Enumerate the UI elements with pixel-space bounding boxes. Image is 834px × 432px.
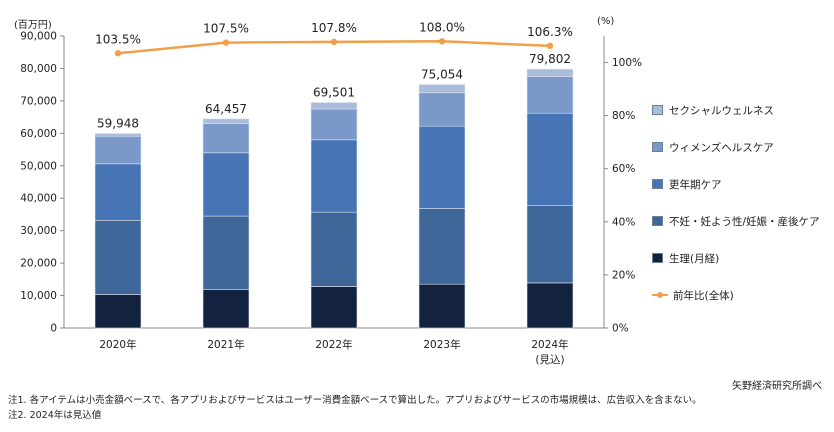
footnote-1: 注1. 各アイテムは小売金額ベースで、各アプリおよびサービスはユーザー消費金額ベ…: [8, 395, 702, 406]
bar-segment-2: [310, 211, 358, 287]
bar-segment-5: [310, 102, 358, 110]
legend-swatch: [652, 105, 663, 115]
y-axis-unit: (百万円): [14, 20, 52, 31]
legend-item-menstruation: 生理(月経): [652, 250, 820, 266]
bar-segment-5: [526, 68, 574, 77]
legend-line-swatch: [652, 290, 668, 300]
bar-total-label: 69,501: [313, 86, 355, 100]
y-tick-label: 0: [50, 323, 57, 335]
y2-tick-label: 20%: [612, 269, 635, 281]
yoy-point: [222, 39, 230, 46]
y2-tick-label: 100%: [612, 57, 642, 69]
bar-total-label: 59,948: [97, 117, 139, 131]
yoy-label: 108.0%: [419, 20, 465, 34]
bar-segment-2: [526, 205, 574, 284]
y2-tick-label: 0%: [612, 323, 629, 335]
legend-label: 生理(月経): [669, 252, 720, 265]
y-tick-label: 50,000: [20, 160, 57, 172]
bar-total-label: 64,457: [205, 102, 247, 116]
y-tick-label: 40,000: [20, 193, 57, 205]
bar-segment-1: [418, 283, 466, 329]
bar-segment-3: [310, 139, 358, 213]
legend-item-sexual-wellness: セクシャルウェルネス: [652, 102, 820, 118]
yoy-point: [438, 38, 446, 45]
footnotes: 注1. 各アイテムは小売金額ベースで、各アプリおよびサービスはユーザー消費金額ベ…: [8, 393, 702, 423]
yoy-point: [330, 38, 338, 46]
legend-swatch: [652, 179, 663, 189]
y-tick-label: 70,000: [20, 95, 57, 107]
bar-segment-1: [94, 294, 142, 329]
bar-segment-5: [202, 118, 250, 124]
legend-item-fertility: 不妊・妊よう性/妊娠・産後ケア: [652, 213, 820, 229]
bar-segment-2: [94, 219, 142, 295]
yoy-label: 103.5%: [95, 32, 141, 46]
bar-total-label: 79,802: [529, 52, 571, 66]
bar-segment-2: [418, 208, 466, 285]
bar-segment-4: [418, 92, 466, 127]
bar-total-label: 75,054: [421, 67, 463, 81]
x-tick-label: 2021年: [207, 338, 244, 351]
y-tick-label: 60,000: [20, 128, 57, 140]
legend-label: ウィメンズヘルスケア: [669, 141, 774, 154]
y-tick-label: 20,000: [20, 258, 57, 270]
bar-segment-1: [310, 286, 358, 329]
bar-segment-1: [202, 289, 250, 329]
legend-swatch: [652, 253, 663, 263]
bar-segment-4: [310, 108, 358, 141]
bar-segment-4: [94, 135, 142, 165]
bar-segment-5: [418, 84, 466, 94]
footnote-2: 注2. 2024年は見込値: [8, 410, 102, 421]
legend-swatch: [652, 216, 663, 226]
x-tick-label: 2023年: [423, 338, 460, 351]
source-credit: 矢野経済研究所調べ: [732, 381, 822, 392]
x-tick-label: 2024年: [531, 338, 568, 351]
bar-segment-2: [202, 215, 250, 291]
yoy-point: [546, 42, 554, 50]
legend-item-womens-healthcare: ウィメンズヘルスケア: [652, 139, 820, 155]
y-tick-label: 10,000: [20, 290, 57, 302]
bar-segment-5: [94, 133, 142, 137]
legend: セクシャルウェルネス ウィメンズヘルスケア 更年期ケア 不妊・妊よう性/妊娠・産…: [652, 102, 820, 324]
yoy-point: [114, 50, 122, 57]
legend-label: 不妊・妊よう性/妊娠・産後ケア: [669, 215, 820, 228]
x-tick-sublabel: (見込): [535, 354, 564, 366]
yoy-label: 107.5%: [203, 22, 249, 36]
legend-swatch: [652, 142, 663, 152]
bar-segment-1: [526, 282, 574, 329]
x-tick-label: 2022年: [315, 338, 352, 351]
y-tick-label: 80,000: [20, 63, 57, 75]
legend-label: 更年期ケア: [669, 178, 722, 191]
bar-segment-4: [526, 76, 574, 114]
bar-segment-3: [526, 112, 574, 206]
yoy-label: 107.8%: [311, 21, 357, 35]
bar-segment-3: [418, 125, 466, 209]
y2-axis-unit: (%): [597, 16, 615, 27]
yoy-label: 106.3%: [527, 25, 573, 39]
y2-tick-label: 40%: [612, 216, 635, 228]
x-tick-label: 2020年: [99, 338, 136, 351]
y2-tick-label: 60%: [612, 163, 635, 175]
legend-item-yoy: 前年比(全体): [652, 287, 820, 303]
bar-segment-4: [202, 123, 250, 154]
bar-segment-3: [202, 152, 250, 217]
legend-label: 前年比(全体): [673, 289, 734, 302]
y-tick-label: 30,000: [20, 225, 57, 237]
legend-item-menopause: 更年期ケア: [652, 176, 820, 192]
bar-segment-3: [94, 163, 142, 221]
y-tick-label: 90,000: [20, 31, 57, 43]
legend-label: セクシャルウェルネス: [669, 104, 774, 117]
y2-tick-label: 80%: [612, 110, 635, 122]
